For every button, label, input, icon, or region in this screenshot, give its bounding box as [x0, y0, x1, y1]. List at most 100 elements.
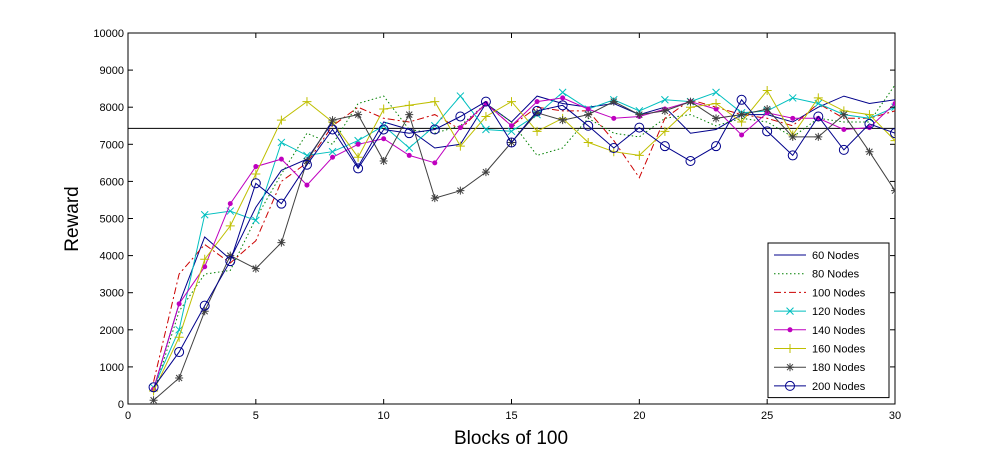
data-point: [686, 97, 695, 106]
data-point: [432, 160, 438, 166]
data-point: [378, 124, 389, 135]
series-100-nodes: [153, 99, 895, 382]
data-point: [711, 98, 721, 108]
data-point: [609, 97, 618, 106]
data-point: [785, 380, 795, 391]
data-point: [509, 123, 514, 129]
legend: 60 Nodes 80 Nodes 100 Nodes 120 Nodes 140 No…: [767, 242, 890, 399]
legend-label: 60 Nodes: [812, 250, 860, 262]
series-line: [153, 98, 895, 388]
data-point: [890, 136, 895, 146]
data-point: [635, 110, 644, 119]
data-point: [404, 100, 414, 110]
data-point: [327, 124, 338, 135]
x-tick-label: 10: [378, 410, 390, 422]
data-point: [866, 125, 872, 131]
data-point: [788, 94, 797, 102]
data-point: [276, 198, 287, 209]
data-point: [507, 127, 516, 136]
data-point: [304, 182, 310, 188]
data-point: [251, 169, 261, 179]
data-point: [787, 150, 798, 161]
data-point: [276, 115, 286, 125]
legend-label: 180 Nodes: [812, 362, 866, 374]
data-point: [507, 97, 516, 107]
y-tick-label: 0: [118, 399, 124, 411]
data-point: [381, 136, 387, 142]
y-axis-label: Reward: [62, 186, 83, 251]
data-point: [560, 95, 566, 101]
data-point: [456, 186, 465, 195]
series-line: [153, 101, 895, 401]
legend-item: 140 Nodes: [774, 325, 866, 337]
data-point: [813, 111, 824, 122]
data-point: [430, 194, 439, 203]
legend-label: 160 Nodes: [812, 344, 866, 356]
data-point: [585, 106, 591, 112]
data-point: [200, 254, 210, 264]
data-point: [176, 301, 182, 307]
series-60-nodes: [153, 95, 895, 390]
data-point: [737, 117, 747, 127]
data-point: [406, 152, 412, 158]
data-point: [302, 97, 312, 107]
data-point: [583, 120, 594, 131]
data-point: [865, 147, 874, 156]
data-point: [864, 110, 874, 120]
data-point: [892, 100, 895, 106]
legend-item: 200 Nodes: [774, 380, 866, 393]
legend-label: 200 Nodes: [812, 381, 866, 393]
data-point: [174, 347, 185, 358]
data-point: [533, 108, 542, 117]
data-point: [175, 325, 183, 334]
data-point: [354, 110, 363, 119]
data-point: [864, 118, 875, 129]
data-point: [251, 216, 260, 225]
y-tick-label: 8000: [100, 102, 124, 114]
data-point: [787, 327, 793, 333]
data-point: [301, 159, 312, 170]
data-point: [456, 92, 465, 100]
x-tick-label: 15: [505, 410, 517, 422]
data-point: [534, 99, 540, 105]
data-point: [481, 168, 490, 177]
data-point: [225, 256, 236, 267]
data-point: [557, 100, 568, 111]
data-point: [149, 396, 158, 404]
data-point: [506, 137, 517, 148]
x-axis-label: Blocks of 100: [454, 428, 568, 449]
legend-item: 60 Nodes: [774, 250, 860, 262]
legend-label: 140 Nodes: [812, 325, 866, 337]
data-point: [659, 141, 670, 152]
y-tick-label: 3000: [100, 288, 124, 300]
legend-item: 100 Nodes: [774, 287, 866, 299]
data-point: [251, 264, 260, 273]
data-point: [737, 110, 746, 119]
data-point: [175, 374, 184, 383]
data-point: [379, 156, 388, 165]
data-point: [661, 95, 669, 104]
series-200-nodes: [148, 94, 895, 393]
x-tick-label: 5: [253, 410, 259, 422]
data-point: [200, 307, 209, 316]
data-point: [841, 126, 847, 132]
y-tick-label: 7000: [100, 139, 124, 151]
data-point: [712, 88, 720, 97]
legend-label: 100 Nodes: [812, 287, 866, 299]
data-point: [763, 105, 772, 114]
series-80-nodes: [153, 84, 895, 394]
y-tick-label: 5000: [100, 214, 124, 226]
legend-item: 160 Nodes: [774, 344, 866, 356]
data-point: [379, 121, 388, 130]
data-point: [455, 111, 466, 122]
data-point: [227, 201, 233, 207]
x-tick-label: 30: [889, 410, 901, 422]
series-line: [153, 84, 895, 394]
legend-label: 120 Nodes: [812, 306, 866, 318]
y-tick-label: 10000: [93, 28, 124, 40]
data-point: [790, 115, 796, 121]
legend-item: 80 Nodes: [774, 269, 860, 281]
y-tick-label: 9000: [100, 65, 124, 77]
legend-item: 180 Nodes: [774, 362, 866, 374]
data-point: [634, 150, 644, 160]
